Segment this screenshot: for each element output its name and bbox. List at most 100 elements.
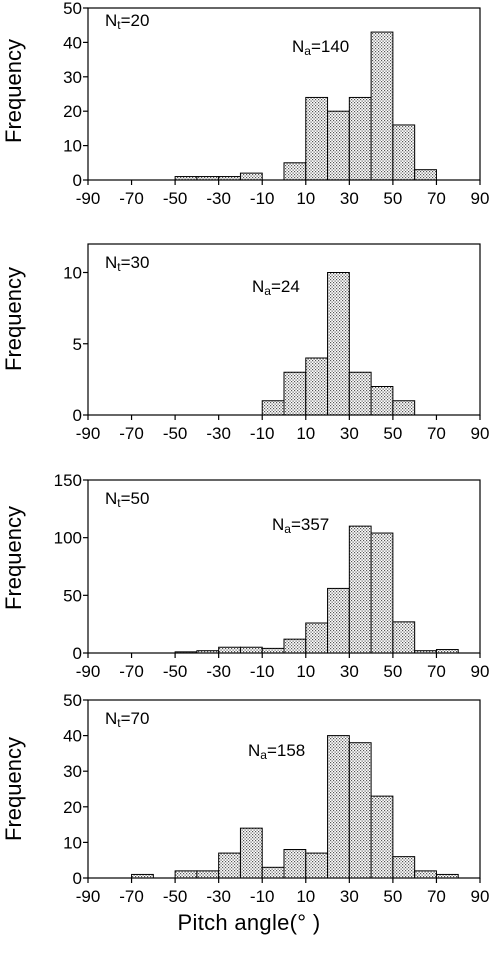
x-tick-label: 30 [340, 662, 359, 681]
x-tick-label: 10 [296, 887, 315, 906]
x-tick-label: 50 [383, 189, 402, 208]
y-tick-label: 5 [73, 335, 82, 354]
y-tick-label: 10 [63, 264, 82, 283]
bar [327, 272, 350, 416]
bar [305, 622, 329, 654]
x-tick-label: -10 [250, 662, 275, 681]
x-tick-label: 10 [296, 662, 315, 681]
panel-2: 0 5 10 -90 -70 -50 -30 -10 10 30 50 70 90 Nt=30 Na=24 [63, 243, 490, 443]
bar [261, 400, 285, 416]
x-tick-label: 30 [340, 189, 359, 208]
y-tick-label: 50 [63, 691, 82, 710]
bar [370, 386, 394, 416]
y-tick-label: 40 [63, 727, 82, 746]
y-tick-label: 20 [63, 798, 82, 817]
x-tick-label: -70 [119, 189, 144, 208]
x-tick-label: 90 [471, 424, 490, 443]
x-tick-label: -90 [76, 189, 101, 208]
bar [305, 852, 329, 879]
y-tick-label: 0 [73, 869, 82, 888]
bar [327, 587, 350, 654]
x-tick-label: -90 [76, 662, 101, 681]
bar [305, 96, 329, 181]
y-tick-label: 0 [73, 171, 82, 190]
x-tick-label: -10 [250, 887, 275, 906]
nt-label: Nt=20 [105, 11, 149, 32]
x-tick-label: 30 [340, 887, 359, 906]
bar [348, 96, 372, 181]
bar [239, 172, 263, 181]
bar [348, 525, 372, 654]
bar [348, 742, 372, 879]
bar [327, 735, 350, 879]
y-tick-label: 150 [54, 471, 82, 490]
bar [327, 110, 350, 181]
x-tick-label: 30 [340, 424, 359, 443]
plot-frame [87, 243, 481, 416]
nt-label: Nt=50 [105, 489, 149, 510]
y-tick-label: 40 [63, 33, 82, 52]
y-tick-label: 30 [63, 68, 82, 87]
bar [392, 621, 416, 654]
x-tick-label: -50 [163, 424, 188, 443]
bar [196, 870, 220, 879]
x-tick-label: 50 [383, 424, 402, 443]
x-tick-label: 10 [296, 424, 315, 443]
na-label: Na=24 [252, 277, 300, 298]
x-tick-label: 70 [427, 424, 446, 443]
y-tick-label: 50 [63, 586, 82, 605]
plot-frame [87, 7, 481, 181]
y-tick-label: 50 [63, 0, 82, 18]
x-tick-label: -70 [119, 662, 144, 681]
bar [283, 162, 307, 181]
panel-4: 0 10 20 30 40 50 -90 -70 -50 -30 -10 10 30 50 70 90 Nt=7… [63, 691, 489, 906]
x-tick-label: 90 [471, 662, 490, 681]
nt-label: Nt=70 [105, 709, 149, 730]
x-tick-label: 90 [471, 887, 490, 906]
x-tick-label: -50 [163, 887, 188, 906]
y-tick-label: 10 [63, 137, 82, 156]
x-tick-label: -30 [206, 424, 231, 443]
bar [261, 647, 285, 654]
y-tick-label: 20 [63, 102, 82, 121]
y-tick-label: 30 [63, 762, 82, 781]
x-tick-label: -50 [163, 662, 188, 681]
bar [392, 400, 416, 416]
y-tick-label: 100 [54, 529, 82, 548]
plot-frame [87, 479, 481, 654]
bar [218, 852, 241, 879]
x-tick-label: -10 [250, 189, 275, 208]
na-label: Na=357 [272, 515, 329, 536]
x-tick-label: -30 [206, 887, 231, 906]
x-tick-label: -70 [119, 887, 144, 906]
bar [283, 849, 307, 879]
x-tick-label: -90 [76, 887, 101, 906]
bar [392, 124, 416, 181]
y-tick-label: 10 [63, 833, 82, 852]
bar [239, 827, 263, 879]
x-tick-label: 70 [427, 662, 446, 681]
bar [392, 856, 416, 879]
x-tick-label: 50 [383, 887, 402, 906]
plot-frame [87, 699, 481, 879]
x-tick-label: 50 [383, 662, 402, 681]
bar [283, 638, 307, 654]
bar [370, 31, 394, 181]
bar [305, 357, 329, 416]
bar [370, 532, 394, 654]
na-label: Na=158 [248, 741, 305, 762]
x-tick-label: 90 [471, 189, 490, 208]
x-tick-label: -10 [250, 424, 275, 443]
nt-label: Nt=30 [105, 253, 149, 274]
bar [174, 870, 198, 879]
y-tick-label: 0 [73, 644, 82, 663]
bar [414, 870, 437, 879]
x-tick-label: 70 [427, 189, 446, 208]
x-tick-label: 10 [296, 189, 315, 208]
x-tick-label: -70 [119, 424, 144, 443]
bar [348, 371, 372, 416]
panel-1: 0 10 20 30 40 50 -90 -70 -50 -30 -10 10 30 50 70 90 Nt=2… [63, 0, 489, 208]
x-axis-label: Pitch angle(° ) [177, 910, 321, 935]
